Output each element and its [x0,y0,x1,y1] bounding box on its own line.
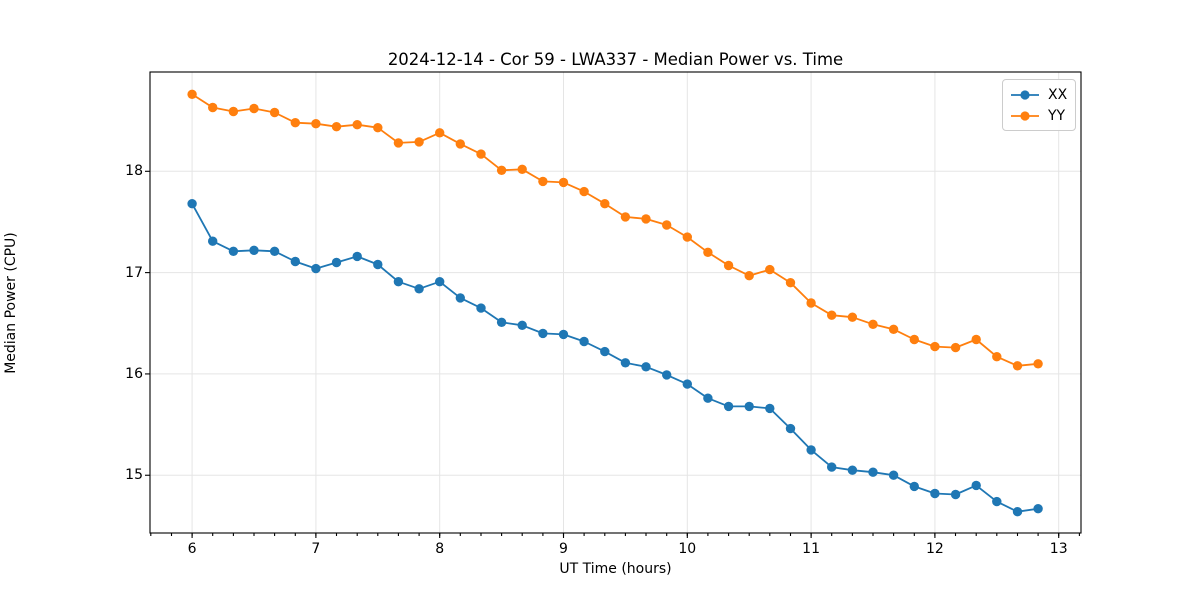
x-tick-label: 12 [925,541,944,557]
y-axis-label: Median Power (CPU) [3,232,19,374]
y-tick-label: 17 [125,264,143,281]
x-tick-label: 13 [1049,541,1068,557]
legend-label-yy: YY [1048,107,1066,124]
x-tick-label: 8 [435,541,445,557]
legend-line-marker-xx-icon [1011,89,1039,100]
x-tick-label: 11 [802,541,820,557]
x-tick-label: 9 [559,541,568,557]
chart-title: 2024-12-14 - Cor 59 - LWA337 - Median Po… [387,50,844,69]
y-tick-label: 16 [125,365,143,382]
legend-item-yy: YY [1009,105,1067,126]
y-tick-label: 18 [125,163,143,180]
x-tick-label: 10 [678,541,697,557]
legend-line-marker-yy-icon [1011,110,1039,121]
x-axis-label: UT Time (hours) [559,561,672,577]
legend: XX YY [1002,79,1077,131]
legend-item-xx: XX [1009,84,1067,105]
x-tick-label: 7 [311,541,321,557]
y-tick-label: 15 [125,467,143,484]
legend-label-xx: XX [1048,86,1068,103]
x-tick-label: 6 [187,541,197,557]
